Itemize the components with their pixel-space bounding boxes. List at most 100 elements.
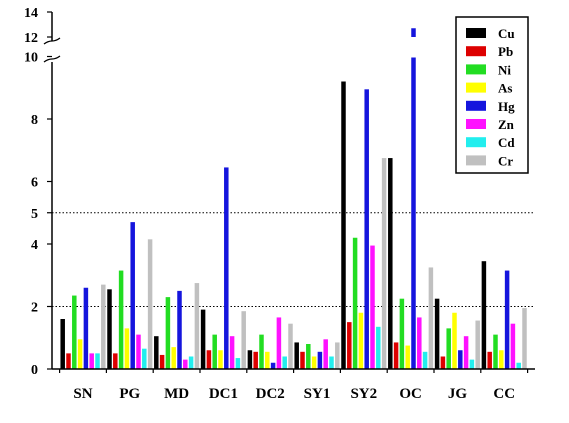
bar [422, 351, 428, 369]
bar [499, 350, 504, 369]
bar [335, 342, 340, 369]
bar [276, 317, 282, 369]
bar [247, 350, 253, 369]
bar [323, 339, 328, 369]
bar [89, 353, 94, 369]
legend-label: Cr [498, 153, 513, 168]
bar [358, 312, 364, 369]
bar [218, 350, 223, 369]
bar [341, 81, 346, 369]
y-tick-label: 12 [24, 31, 38, 46]
bar [510, 323, 516, 369]
bar [487, 351, 492, 369]
bar [440, 356, 446, 369]
bar [393, 342, 399, 369]
bar [171, 347, 176, 369]
bar [72, 295, 77, 369]
x-tick-label: DC1 [209, 386, 238, 402]
y-tick-label: 0 [31, 363, 38, 378]
bar [405, 345, 410, 369]
bar [188, 356, 194, 369]
bar [224, 167, 229, 369]
y-tick-label: 10 [24, 51, 38, 66]
bar [493, 334, 498, 369]
bar [504, 270, 510, 369]
legend-box [455, 16, 529, 174]
bar [417, 317, 422, 369]
bar [300, 351, 305, 369]
y-tick-label: 2 [31, 301, 38, 316]
legend-label: Cd [498, 135, 515, 150]
bar [101, 284, 106, 369]
bar [463, 336, 469, 369]
bar [118, 270, 124, 369]
bar [428, 267, 434, 369]
x-tick-label: OC [399, 386, 422, 402]
bar [370, 245, 375, 369]
legend-label: Pb [498, 44, 513, 59]
reference-lines [52, 212, 535, 307]
bar [95, 353, 100, 369]
y-tick-label: 8 [31, 113, 38, 128]
x-tick-labels: SN PG MD DC1 DC2 SY1 SY2 OC JG CC [73, 386, 515, 402]
bar [481, 261, 487, 369]
bar [381, 158, 387, 369]
bar [288, 323, 293, 369]
legend-swatch [466, 155, 486, 166]
bar [83, 287, 89, 369]
bar [364, 89, 369, 369]
bar [124, 328, 130, 369]
legend-swatch [466, 119, 486, 129]
bar [452, 312, 457, 369]
y-tick-label: 4 [31, 238, 38, 253]
bar [60, 319, 65, 369]
bar [265, 351, 270, 369]
bar [154, 336, 159, 369]
legend-label: As [498, 81, 512, 96]
bar [347, 322, 352, 369]
bar [329, 356, 334, 369]
bar [259, 334, 264, 369]
x-tick-label: JG [448, 386, 468, 402]
bar [130, 222, 135, 369]
bar [136, 334, 141, 369]
bar [147, 239, 153, 369]
bar [241, 311, 246, 369]
bar [352, 237, 358, 369]
bar [113, 353, 118, 369]
y-tick-labels: 0 2 4 5 6 8 10 12 14 [24, 6, 38, 378]
bar [522, 308, 527, 369]
bar [446, 328, 451, 369]
bar [282, 356, 287, 369]
legend-label: Zn [498, 117, 515, 132]
bar [294, 342, 299, 369]
x-tick-label: MD [164, 386, 189, 402]
bar [306, 344, 311, 369]
bar [194, 283, 200, 369]
bar [434, 298, 440, 369]
bar [411, 57, 416, 369]
bar [177, 290, 182, 369]
legend-swatch [466, 64, 486, 75]
legend-swatch [466, 82, 486, 93]
bar [475, 320, 480, 369]
bar [159, 354, 165, 369]
legend: Cu Pb Ni As Hg Zn Cd Cr [455, 16, 529, 174]
bar [107, 289, 112, 369]
bar [516, 362, 521, 369]
bar [311, 356, 317, 369]
bar [270, 362, 276, 369]
bar [469, 359, 475, 369]
axis-break-mark [43, 55, 61, 63]
bars-group [60, 28, 527, 369]
bar [142, 348, 147, 369]
y-tick-label: 5 [31, 207, 38, 222]
x-tick-label: DC2 [256, 386, 285, 402]
bar [376, 326, 381, 369]
axis-break-mark [43, 37, 61, 45]
bar [317, 351, 323, 369]
legend-swatch [466, 137, 486, 148]
bar [66, 353, 71, 369]
bar [165, 297, 171, 369]
